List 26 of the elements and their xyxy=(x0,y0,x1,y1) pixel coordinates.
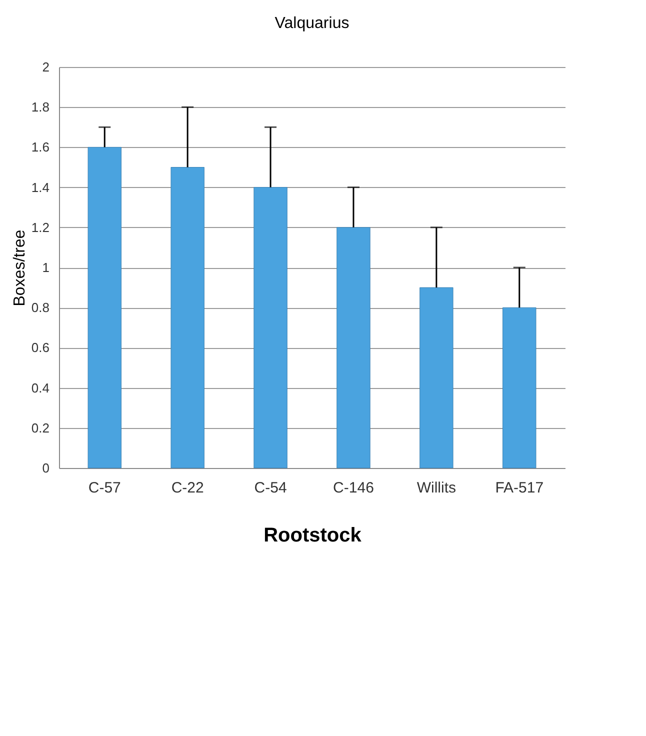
y-tick-label: 0.4 xyxy=(31,380,50,396)
bar xyxy=(420,287,454,468)
y-tick-label: 1.4 xyxy=(31,180,50,195)
x-tick-label: C-57 xyxy=(88,480,121,496)
bar xyxy=(502,307,536,468)
x-axis-title: Rootstock xyxy=(264,524,362,546)
bar xyxy=(88,146,122,468)
bar xyxy=(254,187,288,468)
bar xyxy=(336,227,370,468)
y-tick-label: 2 xyxy=(42,60,50,74)
y-tick-label: 0.2 xyxy=(31,420,50,436)
y-axis-title: Boxes/tree xyxy=(11,230,28,306)
x-tick-label: C-146 xyxy=(333,480,374,496)
y-tick-label: 1.6 xyxy=(31,140,50,155)
x-tick-label: Willits xyxy=(416,480,456,496)
chart-title: Valquarius xyxy=(274,15,350,32)
bar xyxy=(170,167,204,468)
y-tick-label: 0.8 xyxy=(31,300,50,316)
x-tick-label: C-22 xyxy=(171,480,204,496)
y-tick-label: 1.8 xyxy=(31,100,50,115)
y-tick-label: 1.2 xyxy=(31,220,50,235)
x-tick-label: FA-517 xyxy=(495,480,544,496)
x-tick-label: C-54 xyxy=(254,480,287,496)
y-tick-label: 1 xyxy=(42,260,50,275)
y-tick-label: 0.6 xyxy=(31,340,50,356)
y-tick-label: 0 xyxy=(42,460,50,476)
